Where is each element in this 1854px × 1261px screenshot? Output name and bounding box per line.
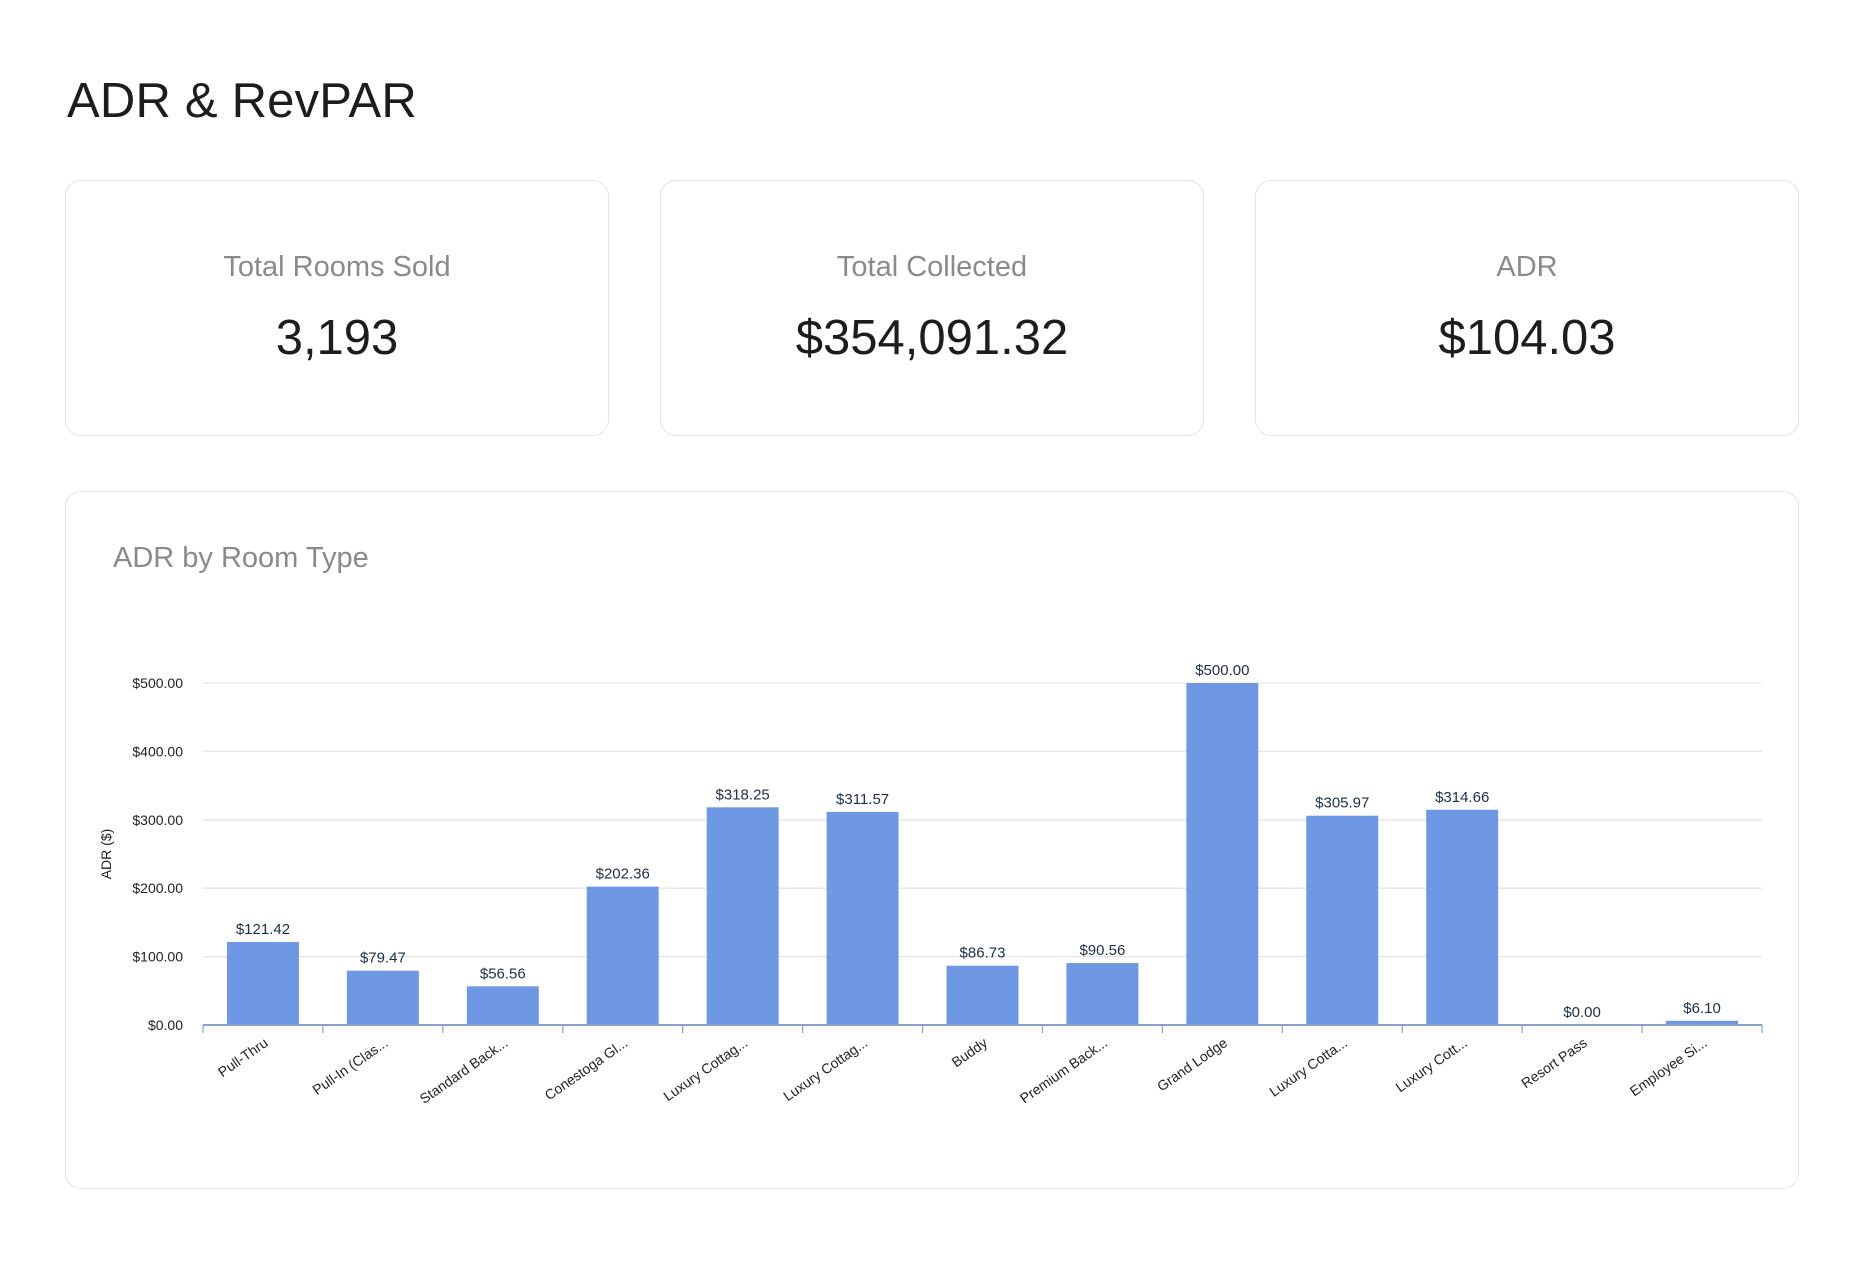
- y-tick-label: $0.00: [148, 1017, 183, 1033]
- x-tick-label: Conestoga Gl...: [542, 1034, 631, 1103]
- kpi-label: ADR: [1496, 251, 1558, 283]
- kpi-label: Total Collected: [836, 251, 1028, 283]
- x-tick-label: Premium Back...: [1017, 1034, 1110, 1106]
- kpi-value: 3,193: [275, 311, 399, 365]
- x-tick-label: Buddy: [949, 1034, 991, 1070]
- kpi-value: $104.03: [1438, 311, 1616, 365]
- x-tick-label: Luxury Cottag...: [780, 1034, 870, 1104]
- bar-value-label: $311.57: [836, 791, 889, 808]
- bar-value-label: $56.56: [480, 965, 526, 982]
- x-tick-label: Employee Si...: [1627, 1034, 1710, 1099]
- x-tick-label: Luxury Cott...: [1393, 1034, 1470, 1095]
- bar: [946, 965, 1019, 1025]
- bar: [1426, 809, 1499, 1025]
- x-tick-label: Pull-In (Clas...: [309, 1034, 390, 1098]
- bar-value-label: $305.97: [1315, 795, 1369, 812]
- x-tick-label: Pull-Thru: [215, 1034, 271, 1080]
- bar: [826, 811, 899, 1025]
- chart-card-adr-by-room-type: ADR by Room Type $0.00 $100.00 $200.00 $300…: [65, 491, 1799, 1189]
- x-tick-label: Luxury Cotta...: [1266, 1034, 1350, 1099]
- bar: [1066, 963, 1139, 1025]
- y-tick-label: $400.00: [132, 743, 183, 759]
- bar-value-label: $121.42: [236, 921, 290, 938]
- page-title: ADR & RevPAR: [67, 74, 418, 128]
- x-tick-label: Standard Back...: [417, 1034, 511, 1106]
- bar: [706, 807, 779, 1025]
- x-tick-label: Luxury Cottag...: [660, 1034, 750, 1104]
- bar-value-label: $0.00: [1563, 1004, 1601, 1021]
- bar-value-label: $500.00: [1195, 662, 1249, 679]
- bar: [466, 986, 539, 1025]
- bar: [1306, 815, 1379, 1025]
- kpi-label: Total Rooms Sold: [223, 251, 451, 283]
- x-tick-label: Resort Pass: [1518, 1034, 1590, 1091]
- y-tick-label: $200.00: [132, 880, 183, 896]
- y-tick-label: $500.00: [132, 675, 183, 691]
- chart-title: ADR by Room Type: [113, 542, 369, 574]
- bar-value-label: $90.56: [1079, 942, 1125, 959]
- bar-value-label: $79.47: [360, 950, 406, 967]
- bar: [586, 886, 659, 1025]
- bar-value-label: $86.73: [960, 945, 1006, 962]
- bar: [226, 941, 299, 1025]
- kpi-card-adr: ADR $104.03: [1255, 180, 1799, 436]
- bar: [346, 970, 419, 1025]
- kpi-value: $354,091.32: [795, 311, 1069, 365]
- kpi-card-total-collected: Total Collected $354,091.32: [660, 180, 1204, 436]
- bar-value-label: $6.10: [1683, 1000, 1721, 1017]
- bar-value-label: $314.66: [1435, 789, 1489, 806]
- adr-bar-chart: $0.00 $100.00 $200.00 $300.00 $400.00 $500.00…: [98, 662, 1763, 1107]
- y-tick-label: $300.00: [132, 812, 183, 828]
- y-tick-label: $100.00: [132, 949, 183, 965]
- y-axis-title: ADR ($): [98, 829, 114, 880]
- bar: [1666, 1020, 1739, 1025]
- bar: [1186, 683, 1259, 1025]
- bar-value-label: $202.36: [596, 866, 650, 883]
- bar-value-label: $318.25: [716, 786, 770, 803]
- x-tick-label: Grand Lodge: [1154, 1034, 1230, 1094]
- kpi-card-total-rooms-sold: Total Rooms Sold 3,193: [65, 180, 609, 436]
